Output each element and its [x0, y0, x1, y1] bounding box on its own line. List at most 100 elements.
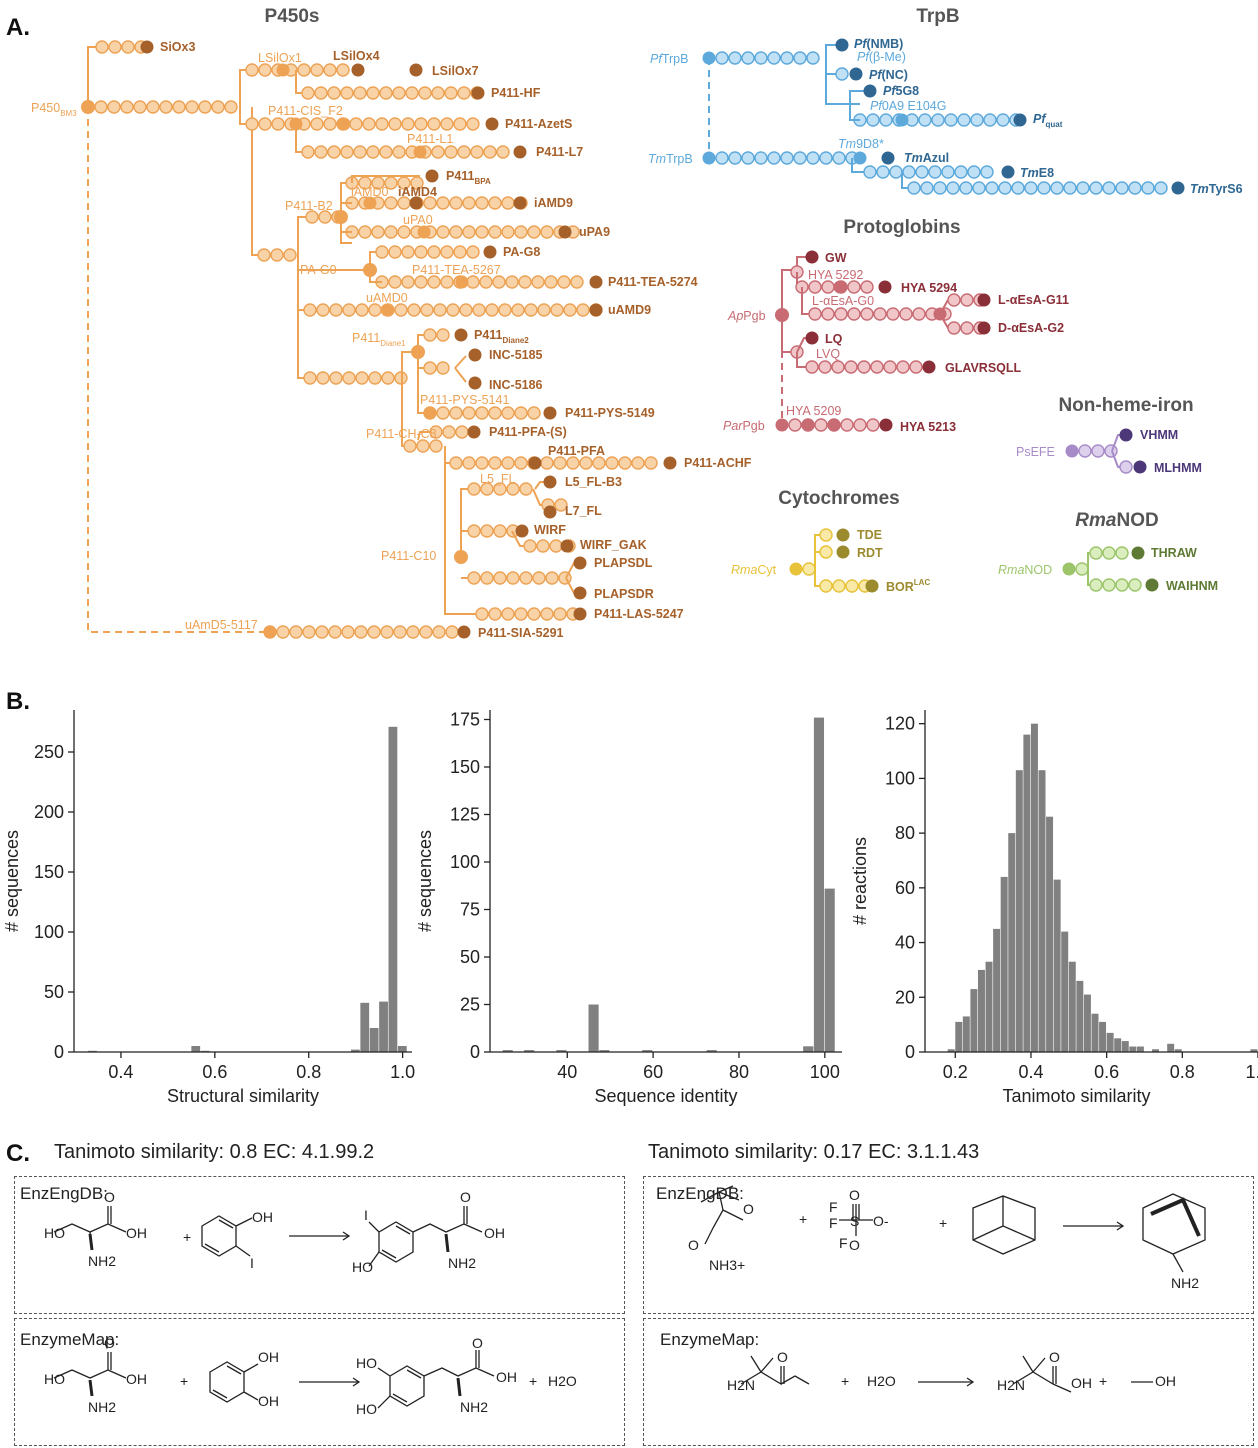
tree-node [492, 275, 506, 289]
tree-node [767, 51, 781, 65]
histogram-bar [556, 1050, 567, 1052]
tree-label-parpgb: ParPgb [723, 419, 765, 433]
tree-node [316, 371, 330, 385]
tree-node [605, 456, 619, 470]
histogram-bar [824, 888, 835, 1052]
tree-node [959, 181, 973, 195]
panel-c-label: C. [6, 1140, 30, 1167]
tree-node [715, 151, 729, 165]
svg-text:O: O [849, 1237, 860, 1253]
tree-label-waihnm: WAIHNM [1166, 579, 1218, 593]
tree-node [368, 371, 382, 385]
tree-label-p411-ch-c8: P411-CH-C8 [366, 427, 437, 441]
tree-node [483, 145, 497, 159]
histogram-bar [947, 1049, 955, 1052]
tree-node [1075, 562, 1089, 576]
tree-node [431, 86, 445, 100]
tree-variant-node [573, 586, 587, 600]
tree-node [466, 117, 480, 131]
y-tick-label: 100 [885, 768, 915, 788]
tree-node [918, 113, 932, 127]
tree-node [479, 275, 493, 289]
tree-variant-node [1065, 444, 1079, 458]
tree-label-upa0: uPA0 [403, 213, 433, 227]
tree-label-iamd0: iAMD0 [351, 185, 389, 199]
tree-node [857, 360, 871, 374]
histogram-bar [1106, 1032, 1114, 1052]
tree-label-tme8: TmE8 [1020, 166, 1054, 180]
y-tick-label: 0 [905, 1042, 915, 1062]
tree-label-p411-las-5247: P411-LAS-5247 [594, 607, 684, 621]
tree-variant-node [573, 556, 587, 570]
tree-node [401, 245, 415, 259]
tree-node [414, 117, 428, 131]
tree-node [301, 86, 315, 100]
tree-node [198, 100, 212, 114]
tree-node [427, 117, 441, 131]
tree-label-iamd4: iAMD4 [398, 185, 437, 199]
tree-node [314, 86, 328, 100]
tree-node [488, 225, 502, 239]
svg-text:OH: OH [1155, 1373, 1176, 1389]
tree-node [462, 225, 476, 239]
histogram-bar [369, 1028, 379, 1052]
tree-variant-node [417, 225, 431, 239]
left-caption: Tanimoto similarity: 0.8 EC: 4.1.99.2 [54, 1141, 375, 1163]
tree-branch [369, 270, 382, 283]
svg-text:OH: OH [258, 1349, 279, 1365]
tree-branch [454, 367, 467, 383]
tree-variant-node [865, 579, 879, 593]
tree-node [442, 425, 456, 439]
tree-variant-node [789, 562, 803, 576]
tree-node [397, 225, 411, 239]
tree-node [831, 360, 845, 374]
tree-node [323, 117, 337, 131]
tree-variant-node [513, 196, 527, 210]
x-tick-label: 40 [557, 1062, 577, 1082]
tree-title-p450: P450s [265, 6, 320, 27]
tree-node [970, 113, 984, 127]
tree-node [467, 524, 481, 538]
tree-variant-node [1001, 165, 1015, 179]
histogram-bar [524, 1050, 535, 1052]
tree-title-nonheme: Non-heme-iron [1058, 395, 1193, 416]
svg-text:I: I [250, 1255, 254, 1271]
svg-text:+: + [183, 1229, 191, 1245]
tree-node [886, 307, 900, 321]
tree-label-pf-nc: Pf(NC) [869, 68, 908, 82]
tree-node [355, 303, 369, 317]
histogram-bar [1174, 1049, 1182, 1052]
tree-node [480, 571, 494, 585]
y-axis-label: # sequences [415, 830, 435, 932]
tree-label-p411diane2: P411Diane2 [474, 328, 529, 345]
tree-variant-node [835, 38, 849, 52]
histogram-bar [1250, 1049, 1258, 1052]
tree-node [818, 360, 832, 374]
tree-label-rmacyt: RmaCyt [731, 563, 777, 577]
tree-node [211, 100, 225, 114]
tree-node [579, 456, 593, 470]
histogram-bar [1076, 980, 1084, 1052]
x-tick-label: 0.8 [1170, 1062, 1195, 1082]
tree-node [475, 225, 489, 239]
tree-label-uamd0: uAMD0 [366, 291, 408, 305]
tree-variant-node [81, 100, 95, 114]
tree-label-rmanod: RmaNOD [998, 563, 1052, 577]
tree-title-rmanod: RmaNOD [1075, 510, 1158, 531]
tree-node [462, 406, 476, 420]
tree-node [863, 165, 877, 179]
tree-variant-node [409, 196, 423, 210]
tree-node [445, 625, 459, 639]
tree-label-pa-g8: PA-G8 [503, 245, 540, 259]
x-tick-label: 1.0 [1245, 1062, 1258, 1082]
tree-node [1024, 181, 1038, 195]
tree-node [488, 406, 502, 420]
y-tick-label: 0 [54, 1042, 64, 1062]
tree-node [915, 165, 929, 179]
tree-node [449, 456, 463, 470]
tree-node [380, 625, 394, 639]
y-axis-label: # reactions [850, 837, 870, 925]
tree-node [741, 51, 755, 65]
tree-node [245, 117, 259, 131]
histogram-bar [1121, 1041, 1129, 1052]
